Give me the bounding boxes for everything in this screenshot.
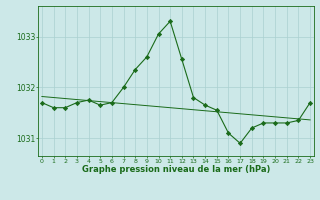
X-axis label: Graphe pression niveau de la mer (hPa): Graphe pression niveau de la mer (hPa) bbox=[82, 165, 270, 174]
